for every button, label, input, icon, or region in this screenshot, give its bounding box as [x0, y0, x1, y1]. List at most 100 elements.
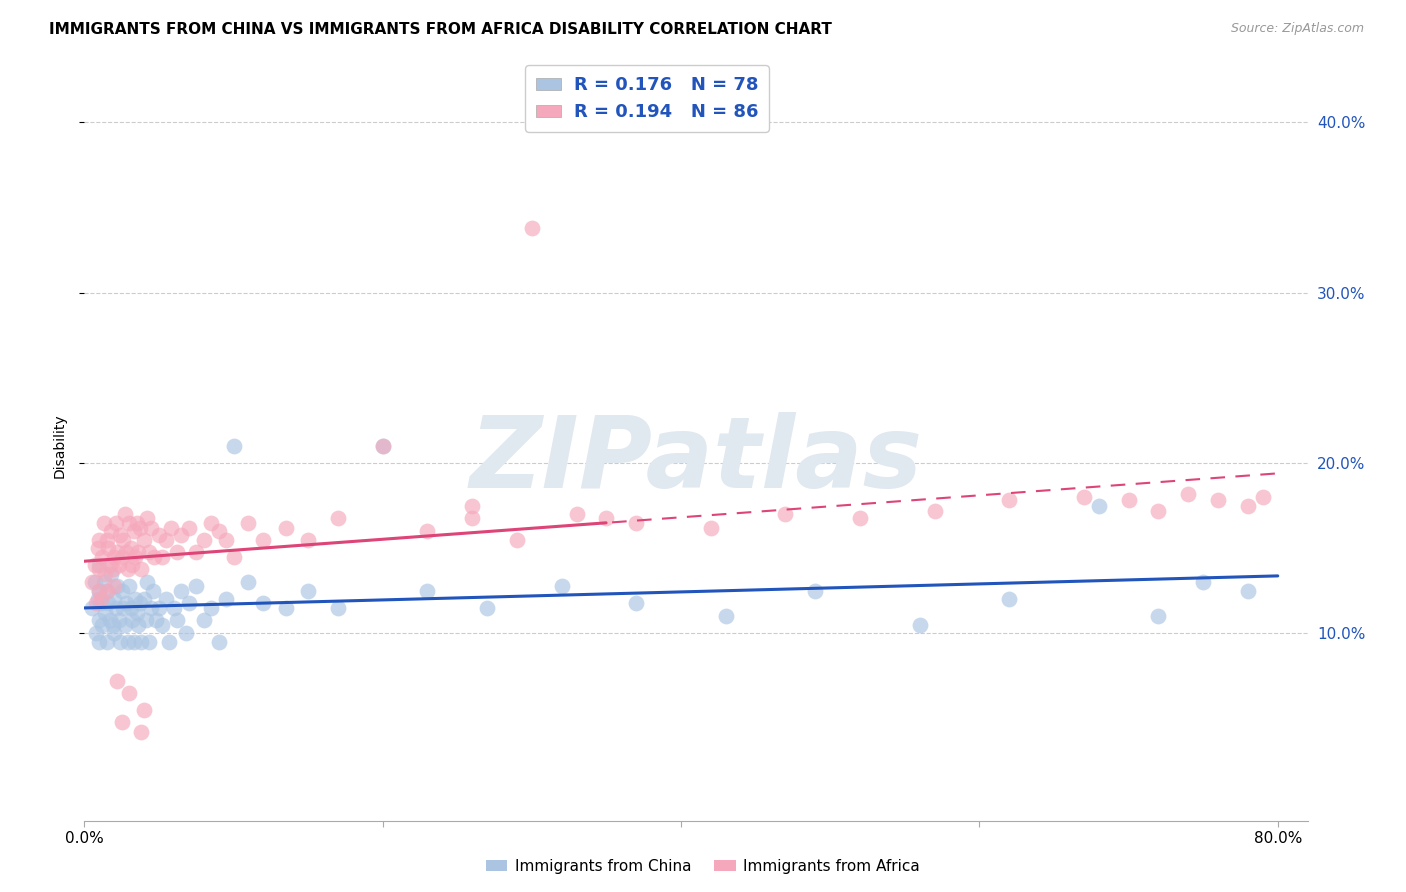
- Point: [1177, 486, 1199, 500]
- Point: [96, 583, 118, 598]
- Text: ZIPatlas: ZIPatlas: [470, 412, 922, 509]
- Point: [297, 583, 319, 598]
- Point: [98, 613, 121, 627]
- Point: [461, 499, 484, 513]
- Point: [114, 507, 136, 521]
- Point: [90, 596, 112, 610]
- Point: [96, 583, 118, 598]
- Point: [120, 541, 142, 556]
- Point: [207, 524, 229, 538]
- Point: [142, 583, 165, 598]
- Point: [908, 617, 931, 632]
- Point: [103, 549, 125, 564]
- Point: [170, 583, 193, 598]
- Point: [97, 541, 120, 556]
- Point: [924, 504, 946, 518]
- Point: [108, 635, 131, 649]
- Point: [143, 549, 166, 564]
- Point: [1206, 493, 1229, 508]
- Point: [107, 558, 129, 573]
- Point: [80, 600, 103, 615]
- Point: [89, 558, 111, 573]
- Point: [104, 600, 127, 615]
- Point: [141, 600, 163, 615]
- Point: [132, 533, 155, 547]
- Point: [506, 533, 529, 547]
- Point: [114, 617, 136, 632]
- Text: IMMIGRANTS FROM CHINA VS IMMIGRANTS FROM AFRICA DISABILITY CORRELATION CHART: IMMIGRANTS FROM CHINA VS IMMIGRANTS FROM…: [49, 22, 832, 37]
- Point: [84, 626, 107, 640]
- Point: [222, 549, 245, 564]
- Point: [186, 579, 208, 593]
- Point: [103, 592, 125, 607]
- Point: [101, 617, 124, 632]
- Point: [104, 516, 127, 530]
- Y-axis label: Disability: Disability: [52, 414, 66, 478]
- Point: [252, 596, 274, 610]
- Point: [155, 533, 177, 547]
- Point: [105, 673, 128, 688]
- Point: [101, 561, 124, 575]
- Point: [84, 596, 107, 610]
- Point: [80, 575, 103, 590]
- Point: [122, 635, 145, 649]
- Point: [371, 439, 394, 453]
- Point: [148, 600, 170, 615]
- Point: [122, 524, 145, 538]
- Point: [998, 592, 1021, 607]
- Point: [89, 533, 111, 547]
- Point: [326, 510, 349, 524]
- Point: [97, 596, 120, 610]
- Point: [129, 725, 152, 739]
- Point: [136, 575, 159, 590]
- Point: [150, 617, 173, 632]
- Point: [238, 516, 260, 530]
- Point: [595, 510, 617, 524]
- Point: [274, 521, 297, 535]
- Point: [105, 579, 128, 593]
- Point: [103, 626, 125, 640]
- Point: [100, 524, 122, 538]
- Point: [998, 493, 1021, 508]
- Point: [1073, 490, 1095, 504]
- Point: [120, 600, 142, 615]
- Point: [129, 561, 152, 575]
- Point: [186, 544, 208, 558]
- Point: [416, 524, 439, 538]
- Point: [108, 527, 131, 541]
- Point: [148, 527, 170, 541]
- Point: [124, 592, 146, 607]
- Point: [105, 544, 128, 558]
- Point: [215, 533, 238, 547]
- Point: [103, 579, 125, 593]
- Point: [121, 613, 143, 627]
- Point: [91, 617, 114, 632]
- Point: [136, 510, 159, 524]
- Point: [626, 596, 648, 610]
- Point: [83, 558, 105, 573]
- Point: [87, 592, 110, 607]
- Point: [1147, 609, 1170, 624]
- Point: [89, 583, 111, 598]
- Point: [115, 544, 138, 558]
- Point: [207, 635, 229, 649]
- Point: [166, 613, 188, 627]
- Point: [89, 635, 111, 649]
- Point: [157, 635, 180, 649]
- Point: [163, 600, 186, 615]
- Point: [222, 439, 245, 453]
- Point: [93, 516, 115, 530]
- Point: [565, 507, 588, 521]
- Point: [118, 579, 141, 593]
- Point: [94, 606, 117, 620]
- Point: [89, 561, 111, 575]
- Point: [371, 439, 394, 453]
- Point: [138, 635, 160, 649]
- Point: [849, 510, 872, 524]
- Point: [121, 558, 143, 573]
- Point: [141, 521, 163, 535]
- Point: [118, 516, 141, 530]
- Point: [551, 579, 574, 593]
- Point: [127, 617, 149, 632]
- Point: [274, 600, 297, 615]
